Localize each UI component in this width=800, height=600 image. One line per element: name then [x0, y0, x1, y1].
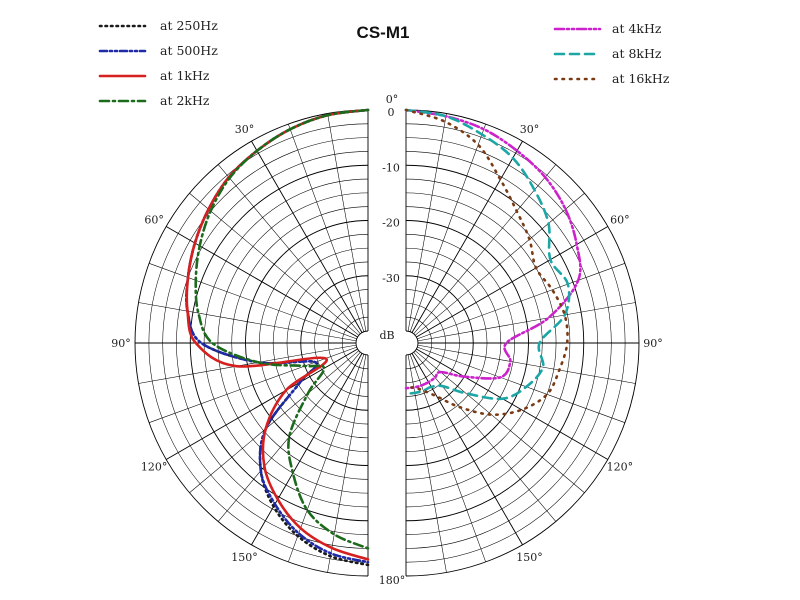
grid-spoke [417, 302, 636, 342]
angle-labels: 0° 30° 30° 60° 60° 90° 90° 120° 120° 150° 150° 180° [111, 93, 663, 587]
legend-right: at 4kHz at 8kHz at 16kHz [553, 21, 670, 86]
angle-label: 90° [111, 337, 131, 350]
series-line [185, 108, 370, 561]
grid-spoke [218, 164, 361, 334]
grid-spoke [411, 140, 523, 333]
series-line [404, 108, 582, 390]
angle-label: 120° [141, 461, 168, 474]
db-tick-label: -30 [382, 272, 400, 285]
grid-spoke [138, 302, 357, 342]
series-line [185, 108, 370, 564]
grid-spoke [413, 164, 556, 334]
grid-spoke [148, 263, 357, 340]
db-labels: 0 -10 -20 -30 [382, 106, 400, 285]
legend-label: at 8kHz [612, 46, 662, 61]
polar-grid-left [134, 109, 369, 577]
angle-label: 0° [386, 93, 399, 106]
legend-label: at 2kHz [160, 93, 210, 108]
grid-spoke [288, 354, 365, 563]
grid-spoke [407, 113, 447, 332]
grid-spoke [417, 263, 626, 340]
angle-label: 30° [520, 123, 540, 136]
grid-spoke [409, 354, 486, 563]
grid-spoke [327, 113, 367, 332]
grid-spoke [407, 354, 447, 573]
angle-label: 150° [231, 551, 258, 564]
grid-spoke [409, 123, 486, 332]
chart-title: CS-M1 [357, 23, 410, 42]
legend-left: at 250Hz at 500Hz at 1kHz at 2kHz [98, 18, 218, 108]
series-line [404, 108, 571, 401]
legend-label: at 1kHz [160, 68, 210, 83]
grid-spoke [251, 353, 363, 546]
grid-spoke [251, 140, 363, 333]
series-line [404, 108, 569, 416]
grid-spoke [415, 350, 585, 493]
angle-label: 120° [607, 461, 634, 474]
grid-spoke [148, 346, 357, 423]
legend-label: at 16kHz [612, 71, 670, 86]
grid-spoke [288, 123, 365, 332]
angle-label: 180° [379, 574, 406, 587]
grid-spoke [189, 193, 359, 336]
angle-label: 150° [516, 551, 543, 564]
legend-label: at 4kHz [612, 21, 662, 36]
legend-label: at 250Hz [160, 18, 218, 33]
angle-label: 90° [643, 337, 663, 350]
db-tick-label: 0 [388, 106, 395, 119]
angle-label: 30° [235, 123, 255, 136]
angle-label: 60° [144, 214, 164, 227]
grid-spoke [411, 353, 523, 546]
series-line [194, 108, 370, 550]
polar-grid-right [405, 109, 640, 577]
grid-spoke [165, 348, 358, 460]
grid-spoke [218, 352, 361, 522]
series-layer [185, 108, 582, 567]
db-tick-label: -20 [382, 217, 400, 230]
db-tick-label: -10 [382, 161, 400, 174]
legend-label: at 500Hz [160, 43, 218, 58]
db-unit-label: dB [379, 329, 394, 342]
grid-spoke [417, 346, 626, 423]
grid-spoke [165, 226, 358, 338]
angle-label: 60° [610, 214, 630, 227]
grid-spoke [416, 348, 609, 460]
grid-spoke [413, 352, 556, 522]
grid-spoke [417, 344, 636, 384]
grid-spoke [138, 344, 357, 384]
grid-spoke [189, 350, 359, 493]
grid-spoke [327, 354, 367, 573]
grid-spoke [415, 193, 585, 336]
